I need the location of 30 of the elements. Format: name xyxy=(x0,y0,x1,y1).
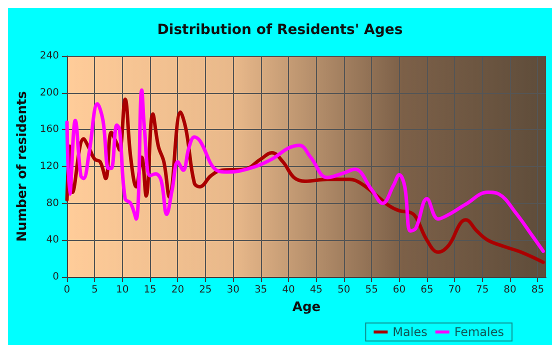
x-tick-label: 25 xyxy=(199,284,212,296)
y-tick-label: 120 xyxy=(40,161,59,172)
x-axis-title: Age xyxy=(292,300,321,315)
y-tick-label: 0 xyxy=(52,272,59,282)
y-tick-label: 40 xyxy=(46,234,59,246)
x-tick-label: 45 xyxy=(310,284,323,296)
x-tick-label: 80 xyxy=(504,284,516,296)
x-tick-label: 75 xyxy=(476,284,489,296)
chart-title: Distribution of Residents' Ages xyxy=(157,22,403,38)
y-tick-label: 80 xyxy=(46,198,59,209)
x-tick-label: 70 xyxy=(448,284,461,296)
x-tick-label: 85 xyxy=(531,284,544,296)
y-axis-title: Number of residents xyxy=(15,90,30,242)
x-tick-label: 60 xyxy=(392,284,406,296)
legend-label: Females xyxy=(454,325,504,339)
x-tick-label: 55 xyxy=(365,284,378,296)
x-tick-label: 20 xyxy=(171,284,184,296)
y-tick-label: 200 xyxy=(40,87,59,98)
legend-label: Males xyxy=(392,325,428,339)
x-tick-label: 35 xyxy=(254,284,268,296)
x-tick-label: 5 xyxy=(91,284,98,296)
x-tick-label: 10 xyxy=(116,284,129,296)
y-tick-label: 160 xyxy=(40,124,59,136)
x-tick-label: 40 xyxy=(282,284,295,296)
y-tick-label: 240 xyxy=(40,50,59,62)
x-tick-label: 0 xyxy=(64,284,70,296)
x-tick-label: 30 xyxy=(226,284,240,296)
x-tick-label: 50 xyxy=(338,284,350,296)
x-tick-label: 15 xyxy=(144,284,156,296)
x-tick-label: 65 xyxy=(420,284,434,296)
